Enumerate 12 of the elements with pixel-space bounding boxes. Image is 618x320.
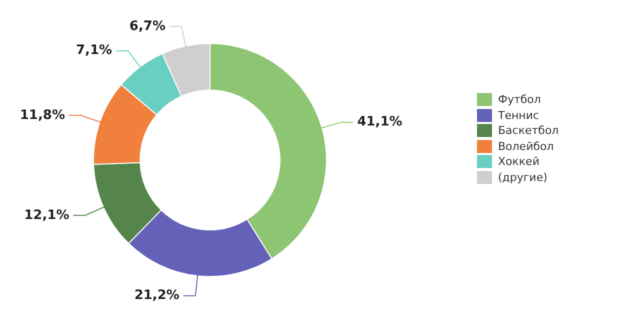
legend-label: Волейбол [498,140,554,153]
data-label: 11,8% [20,108,65,123]
legend-label: (другие) [498,170,548,184]
data-label: 12,1% [24,208,70,223]
legend-label: Теннис [498,108,540,122]
legend-label: Футбол [498,93,541,106]
data-label: 21,2% [134,288,180,304]
data-label: 7,1% [76,43,112,58]
data-label: 6,7% [129,18,166,34]
legend-label: Баскетбол [498,124,559,138]
legend-label: Хоккей [498,155,540,168]
data-label: 41,1% [357,114,402,130]
